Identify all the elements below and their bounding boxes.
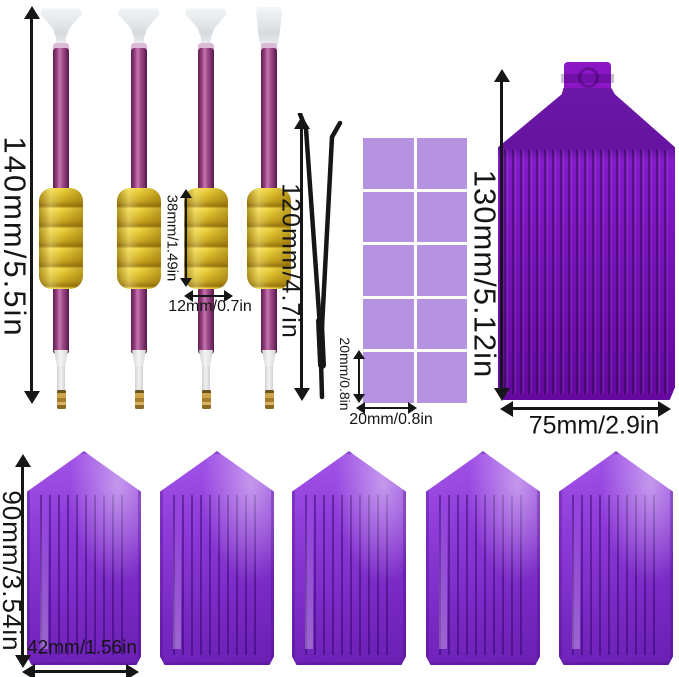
pen-neck (261, 43, 277, 52)
pen-neck (53, 43, 69, 52)
dim-arrow-large-tray-width (500, 400, 671, 417)
dim-arrow-wax-width (356, 402, 417, 414)
pen-grip (247, 188, 291, 289)
dim-label-grip-width: 12mm/0.7in (168, 298, 252, 315)
pen-grip (184, 188, 228, 289)
wax-square (363, 245, 414, 296)
wax-square (416, 138, 467, 189)
pen-tip-stem (57, 366, 65, 391)
wax-square (416, 352, 467, 403)
dim-arrow-pen-length (23, 6, 40, 404)
dim-arrow-small-tray-length (14, 454, 31, 668)
large-tray-spout (561, 62, 614, 92)
wax-square (363, 352, 414, 403)
drill-pen-4 (247, 6, 291, 409)
pen-tip-collar (54, 350, 68, 367)
pen-tip-stem (135, 366, 143, 391)
wax-square (363, 191, 414, 243)
pen-tip-metal (201, 390, 211, 409)
wax-grid (363, 138, 467, 403)
wax-square (416, 191, 467, 243)
pen-cap (40, 8, 82, 45)
pen-cap (118, 8, 160, 45)
drill-pen-3 (184, 6, 228, 409)
dim-arrow-small-tray-width (22, 663, 139, 677)
small-tray-5 (559, 451, 673, 665)
wax-square (416, 245, 467, 296)
wax-square (416, 298, 467, 350)
pen-cap-flat (256, 7, 282, 45)
pen-tip-collar (262, 350, 276, 367)
dim-label-large-tray-width: 75mm/2.9in (528, 411, 660, 440)
dim-label-small-tray-length: 90mm/3.54in (0, 490, 27, 652)
dim-label-tweezers-length: 120mm/4.7in (276, 183, 305, 339)
dim-arrow-grip-length (180, 189, 192, 287)
drill-pen-2 (117, 6, 161, 409)
dim-arrow-grip-width (184, 290, 233, 302)
dim-label-wax-width: 20mm/0.8in (349, 411, 433, 428)
pen-tip-metal (134, 390, 144, 409)
dim-arrow-wax-height (353, 350, 365, 403)
dim-arrow-tweezers-length (293, 116, 310, 401)
pen-neck (198, 43, 214, 52)
dim-label-grip-length: 38mm/1.49in (163, 194, 181, 282)
pen-tip-metal (264, 390, 274, 409)
large-tray-body (498, 88, 675, 400)
pen-neck (131, 43, 147, 52)
small-tray-2 (160, 451, 274, 665)
wax-square (363, 298, 414, 350)
dim-label-small-tray-width: 42mm/1.56in (27, 637, 137, 659)
small-tray-1 (27, 451, 141, 665)
large-tray (498, 62, 675, 400)
pen-tip-collar (199, 350, 213, 367)
pen-tip-stem (265, 366, 273, 391)
dim-arrow-large-tray-length (493, 69, 510, 401)
pen-tip-collar (132, 350, 146, 367)
small-tray-3 (292, 451, 406, 665)
drill-pen-1 (39, 6, 83, 409)
pen-tip-metal (56, 390, 66, 409)
wax-square (363, 138, 414, 189)
dim-label-large-tray-length: 130mm/5.12in (467, 169, 503, 379)
dim-label-wax-height: 20mm/0.8in (337, 337, 353, 411)
pen-grip (117, 188, 161, 289)
dim-label-pen-length: 140mm/5.5in (0, 136, 33, 338)
pen-tip-stem (202, 366, 210, 391)
pen-grip (39, 188, 83, 289)
small-tray-4 (426, 451, 540, 665)
pen-cap (185, 8, 227, 45)
